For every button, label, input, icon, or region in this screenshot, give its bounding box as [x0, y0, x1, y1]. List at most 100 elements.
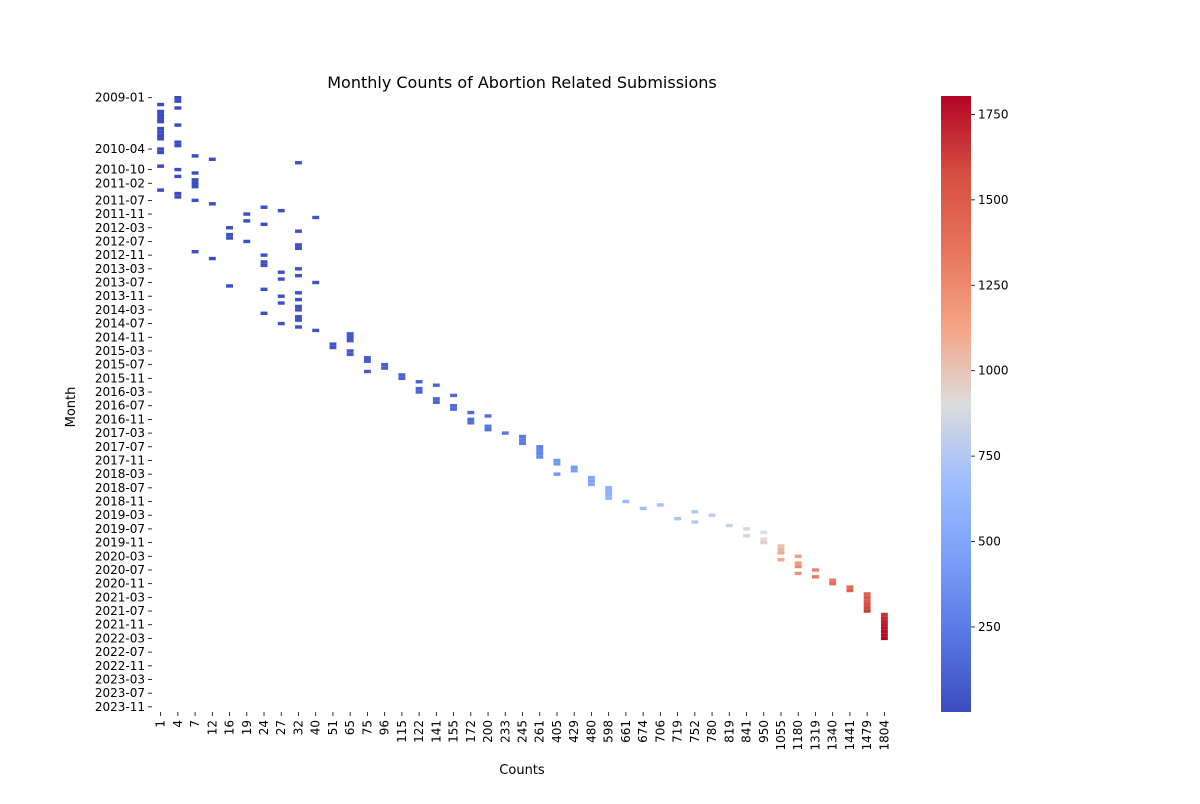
heatmap-cell	[381, 362, 389, 367]
heatmap-cell	[157, 150, 165, 155]
y-tick-label: 2019-11	[95, 536, 145, 550]
x-tick-label: 261	[533, 720, 547, 743]
heatmap-cell	[157, 147, 165, 151]
y-tick-label: 2019-03	[95, 508, 145, 522]
heatmap-cell	[157, 109, 165, 114]
heatmap-cell	[863, 605, 871, 610]
heatmap-cell	[174, 195, 182, 199]
y-tick-label: 2020-07	[95, 563, 145, 577]
heatmap-cell	[880, 623, 888, 627]
heatmap-cell	[777, 544, 785, 548]
heatmap-cell	[536, 448, 544, 452]
heatmap-cell	[381, 366, 389, 370]
heatmap-cell	[157, 113, 165, 117]
colorbar-gradient	[941, 96, 971, 712]
y-tick-label: 2012-07	[95, 234, 145, 248]
heatmap-cell	[450, 404, 458, 408]
heatmap-cell	[570, 465, 578, 470]
heatmap-cell	[295, 243, 302, 247]
y-tick-label: 2011-11	[95, 207, 145, 221]
heatmap-cell	[243, 219, 251, 223]
heatmap-cell	[191, 178, 199, 182]
heatmap-cell	[691, 520, 699, 524]
y-tick-label: 2016-11	[95, 412, 145, 426]
heatmap-cell	[501, 431, 509, 435]
x-tick-label: 40	[309, 720, 323, 735]
heatmap-cell	[157, 137, 165, 141]
x-tick-label: 1804	[877, 720, 891, 751]
x-tick-label: 32	[291, 720, 305, 735]
x-tick-label: 115	[395, 720, 409, 743]
heatmap-cell	[846, 588, 854, 593]
heatmap-cell	[553, 462, 561, 466]
heatmap-cell	[295, 304, 302, 309]
heatmap-cell	[794, 561, 802, 565]
heatmap-cell	[312, 215, 320, 220]
heatmap-cell	[777, 558, 785, 562]
y-tick-label: 2015-03	[95, 344, 145, 358]
heatmap-cell	[226, 226, 233, 230]
heatmap-cell	[312, 328, 320, 333]
heatmap-cell	[363, 359, 371, 363]
x-tick-label: 141	[429, 720, 443, 743]
x-tick-label: 1055	[774, 720, 788, 751]
colorbar-tick-label: 1000	[978, 364, 1009, 378]
heatmap-cell	[260, 311, 268, 316]
x-tick-label: 1340	[826, 720, 840, 751]
heatmap-cell	[260, 222, 268, 227]
x-tick-label: 1180	[791, 720, 805, 751]
y-tick-label: 2018-07	[95, 481, 145, 495]
heatmap-cell	[846, 585, 854, 589]
heatmap-cell	[605, 492, 613, 497]
y-tick-label: 2021-11	[95, 618, 145, 632]
heatmap-cell	[450, 407, 458, 411]
heatmap-cell	[794, 554, 802, 558]
heatmap-cell	[277, 208, 285, 213]
heatmap-cell	[174, 143, 182, 148]
heatmap-cell	[208, 256, 216, 261]
heatmap-cell	[295, 291, 302, 295]
heatmap-cell	[295, 325, 302, 329]
colorbar-tick-label: 1500	[978, 193, 1009, 207]
heatmap-cell	[777, 551, 785, 555]
y-tick-label: 2017-11	[95, 453, 145, 467]
y-tick-label: 2017-03	[95, 426, 145, 440]
heatmap-cell	[191, 184, 199, 189]
heatmap-cell	[295, 267, 302, 271]
colorbar-ticks: 250 500 750 1000 1250 1500 1750	[971, 107, 1009, 634]
heatmap-cell	[639, 506, 647, 511]
heatmap-cell	[191, 154, 199, 158]
heatmap-cell	[484, 424, 492, 428]
heatmap-cell	[570, 469, 578, 473]
y-tick-label: 2013-07	[95, 276, 145, 290]
x-tick-label: 719	[671, 720, 685, 743]
y-tick-label: 2014-03	[95, 303, 145, 317]
heatmap-cell	[450, 393, 458, 398]
heatmap-cell	[743, 527, 750, 531]
y-tick-label: 2010-10	[95, 163, 145, 177]
y-tick-label: 2023-03	[95, 672, 145, 686]
x-tick-label: 172	[464, 720, 478, 743]
heatmap-cell	[295, 229, 302, 233]
heatmap-cell	[208, 202, 216, 206]
x-tick-label: 4	[171, 720, 185, 728]
heatmap-cell	[536, 445, 544, 449]
x-tick-label: 1441	[843, 720, 857, 751]
heatmap-cell	[794, 564, 802, 569]
heatmap-cell	[295, 308, 302, 312]
x-tick-label: 27	[274, 720, 288, 735]
heatmap-cell	[312, 280, 320, 285]
heatmap-cell	[432, 397, 440, 401]
y-tick-label: 2020-03	[95, 549, 145, 563]
x-tick-label: 598	[602, 720, 616, 743]
y-tick-label: 2019-07	[95, 522, 145, 536]
heatmap-cell	[743, 534, 750, 538]
heatmap-cell	[191, 250, 199, 254]
heatmap-cell	[157, 102, 165, 107]
heatmap-cell	[157, 130, 165, 134]
x-tick-label: 12	[205, 720, 219, 735]
x-tick-label: 752	[688, 720, 702, 743]
heatmap-cell	[260, 253, 268, 257]
